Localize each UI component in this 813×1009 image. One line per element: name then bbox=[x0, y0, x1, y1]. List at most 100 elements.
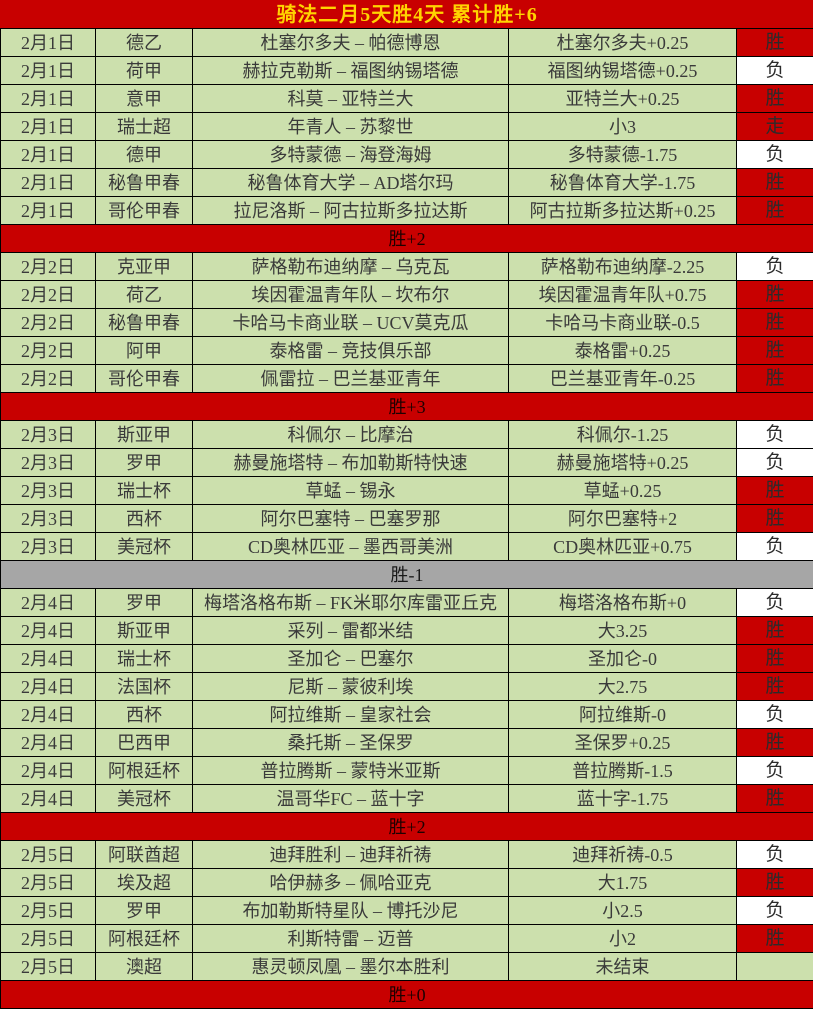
cell-match: 科莫 – 亚特兰大 bbox=[193, 85, 509, 113]
cell-league: 阿甲 bbox=[96, 337, 193, 365]
cell-league: 澳超 bbox=[96, 953, 193, 981]
result-badge: 负 bbox=[737, 141, 813, 169]
cell-pick: 小3 bbox=[509, 113, 737, 141]
section-summary-row: 胜+0 bbox=[1, 981, 813, 1009]
cell-league: 瑞士杯 bbox=[96, 477, 193, 505]
result-badge: 负 bbox=[737, 421, 813, 449]
cell-match: 埃因霍温青年队 – 坎布尔 bbox=[193, 281, 509, 309]
result-badge: 胜 bbox=[737, 505, 813, 533]
cell-league: 斯亚甲 bbox=[96, 421, 193, 449]
cell-date: 2月1日 bbox=[1, 113, 96, 141]
cell-date: 2月1日 bbox=[1, 169, 96, 197]
cell-date: 2月4日 bbox=[1, 645, 96, 673]
cell-pick: 圣加仑-0 bbox=[509, 645, 737, 673]
cell-date: 2月4日 bbox=[1, 673, 96, 701]
cell-pick: 多特蒙德-1.75 bbox=[509, 141, 737, 169]
cell-date: 2月1日 bbox=[1, 29, 96, 57]
cell-date: 2月5日 bbox=[1, 925, 96, 953]
cell-match: 多特蒙德 – 海登海姆 bbox=[193, 141, 509, 169]
cell-league: 罗甲 bbox=[96, 589, 193, 617]
cell-date: 2月4日 bbox=[1, 729, 96, 757]
result-badge: 走 bbox=[737, 113, 813, 141]
cell-match: 普拉腾斯 – 蒙特米亚斯 bbox=[193, 757, 509, 785]
cell-match: 温哥华FC – 蓝十字 bbox=[193, 785, 509, 813]
cell-pick: 福图纳锡塔德+0.25 bbox=[509, 57, 737, 85]
cell-date: 2月3日 bbox=[1, 477, 96, 505]
section-summary-label: 胜+0 bbox=[1, 981, 813, 1009]
cell-date: 2月3日 bbox=[1, 449, 96, 477]
cell-match: 卡哈马卡商业联 – UCV莫克瓜 bbox=[193, 309, 509, 337]
cell-pick: 秘鲁体育大学-1.75 bbox=[509, 169, 737, 197]
cell-league: 美冠杯 bbox=[96, 533, 193, 561]
cell-match: 采列 – 雷都米结 bbox=[193, 617, 509, 645]
cell-pick: 杜塞尔多夫+0.25 bbox=[509, 29, 737, 57]
cell-match: 布加勒斯特星队 – 博托沙尼 bbox=[193, 897, 509, 925]
section-summary-label: 胜+2 bbox=[1, 813, 813, 841]
cell-date: 2月2日 bbox=[1, 281, 96, 309]
result-badge: 胜 bbox=[737, 785, 813, 813]
cell-match: 哈伊赫多 – 佩哈亚克 bbox=[193, 869, 509, 897]
cell-match: 年青人 – 苏黎世 bbox=[193, 113, 509, 141]
cell-pick: 蓝十字-1.75 bbox=[509, 785, 737, 813]
cell-date: 2月1日 bbox=[1, 85, 96, 113]
cell-pick: 迪拜祈祷-0.5 bbox=[509, 841, 737, 869]
cell-league: 哥伦甲春 bbox=[96, 365, 193, 393]
cell-league: 阿根廷杯 bbox=[96, 925, 193, 953]
cell-league: 意甲 bbox=[96, 85, 193, 113]
cell-league: 瑞士杯 bbox=[96, 645, 193, 673]
page-title: 骑法二月5天胜4天 累计胜+6 bbox=[1, 1, 813, 29]
cell-pick: 萨格勒布迪纳摩-2.25 bbox=[509, 253, 737, 281]
cell-league: 罗甲 bbox=[96, 449, 193, 477]
result-badge: 胜 bbox=[737, 645, 813, 673]
cell-date: 2月5日 bbox=[1, 953, 96, 981]
cell-date: 2月5日 bbox=[1, 897, 96, 925]
cell-match: 梅塔洛格布斯 – FK米耶尔库雷亚丘克 bbox=[193, 589, 509, 617]
cell-pick: 亚特兰大+0.25 bbox=[509, 85, 737, 113]
cell-league: 哥伦甲春 bbox=[96, 197, 193, 225]
result-badge: 胜 bbox=[737, 869, 813, 897]
cell-date: 2月1日 bbox=[1, 57, 96, 85]
result-badge: 胜 bbox=[737, 673, 813, 701]
result-badge: 负 bbox=[737, 897, 813, 925]
cell-pick: CD奥林匹亚+0.75 bbox=[509, 533, 737, 561]
cell-date: 2月4日 bbox=[1, 757, 96, 785]
cell-match: 拉尼洛斯 – 阿古拉斯多拉达斯 bbox=[193, 197, 509, 225]
result-badge: 负 bbox=[737, 701, 813, 729]
cell-date: 2月1日 bbox=[1, 197, 96, 225]
cell-pick: 未结束 bbox=[509, 953, 737, 981]
cell-date: 2月4日 bbox=[1, 701, 96, 729]
result-badge: 负 bbox=[737, 533, 813, 561]
result-badge: 胜 bbox=[737, 617, 813, 645]
result-badge: 负 bbox=[737, 841, 813, 869]
result-badge: 胜 bbox=[737, 925, 813, 953]
section-summary-row: 胜+3 bbox=[1, 393, 813, 421]
section-summary-label: 胜+3 bbox=[1, 393, 813, 421]
cell-match: 萨格勒布迪纳摩 – 乌克瓦 bbox=[193, 253, 509, 281]
section-summary-row: 胜+2 bbox=[1, 225, 813, 253]
cell-match: CD奥林匹亚 – 墨西哥美洲 bbox=[193, 533, 509, 561]
cell-pick: 阿古拉斯多拉达斯+0.25 bbox=[509, 197, 737, 225]
cell-league: 法国杯 bbox=[96, 673, 193, 701]
result-badge: 胜 bbox=[737, 169, 813, 197]
section-summary-row: 胜+2 bbox=[1, 813, 813, 841]
cell-match: 尼斯 – 蒙彼利埃 bbox=[193, 673, 509, 701]
cell-match: 阿尔巴塞特 – 巴塞罗那 bbox=[193, 505, 509, 533]
cell-pick: 泰格雷+0.25 bbox=[509, 337, 737, 365]
